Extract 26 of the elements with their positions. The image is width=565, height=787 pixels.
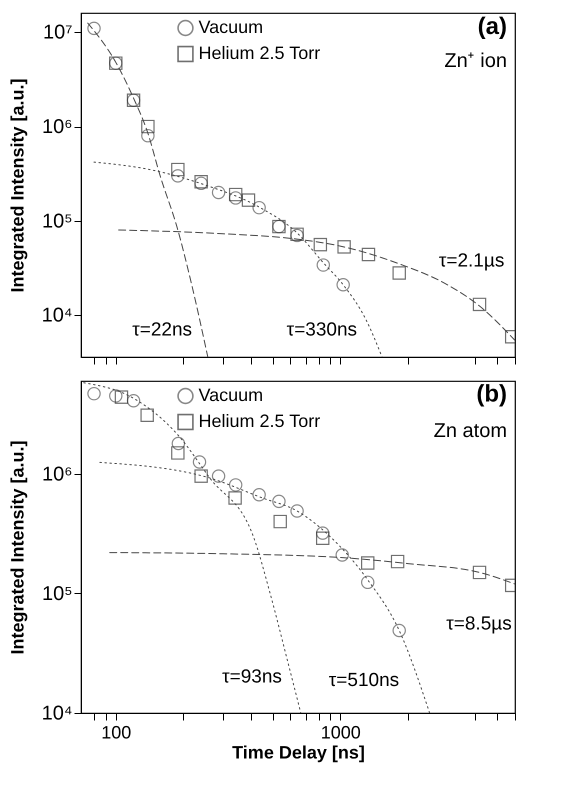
- y-tick-label: 10⁵: [42, 210, 72, 232]
- annotation: τ=22ns: [132, 319, 192, 340]
- y-tick-label: 10⁴: [42, 702, 72, 724]
- y-axis-title: Integrated Intensity [a.u.]: [8, 78, 28, 293]
- x-axis-title: Time Delay [ns]: [232, 742, 365, 762]
- x-tick-label: 1000: [320, 722, 361, 742]
- legend-label: Vacuum: [198, 17, 264, 37]
- annotation: Zn atom: [434, 420, 507, 442]
- y-tick-label: 10⁶: [42, 116, 72, 138]
- legend-label: Vacuum: [198, 385, 264, 405]
- annotation: τ=510ns: [328, 670, 400, 691]
- y-axis-title: Integrated Intensity [a.u.]: [8, 440, 28, 655]
- legend-label: Helium 2.5 Torr: [198, 43, 320, 63]
- annotation: (b): [476, 380, 507, 408]
- legend-label: Helium 2.5 Torr: [198, 411, 320, 431]
- annotation: τ=8.5µs: [446, 613, 512, 634]
- annotation: Zn⁺ ion: [444, 50, 507, 72]
- x-tick-label: 100: [101, 722, 132, 742]
- y-tick-label: 10⁴: [42, 304, 72, 327]
- y-tick-label: 10⁵: [42, 582, 72, 605]
- annotation: τ=2.1µs: [438, 250, 504, 272]
- y-tick-label: 10⁶: [42, 463, 72, 486]
- y-tick-label: 10⁷: [43, 22, 72, 44]
- annotation: τ=330ns: [286, 319, 358, 340]
- annotation: (a): [478, 12, 507, 40]
- annotation: τ=93ns: [222, 666, 282, 688]
